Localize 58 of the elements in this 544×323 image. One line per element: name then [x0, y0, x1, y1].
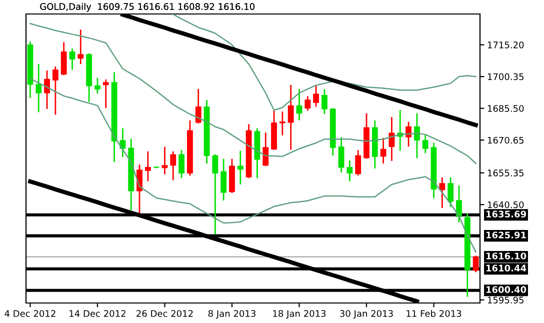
x-tick-label: 30 Jan 2013: [340, 310, 393, 319]
candlestick: [448, 176, 454, 208]
ref-line-label: 1625.91: [486, 232, 526, 238]
candlestick: [136, 164, 142, 215]
candlestick: [472, 255, 479, 273]
candlestick: [220, 158, 227, 202]
ref-line-label: 1600.40: [486, 286, 526, 293]
y-tick-label: 1670.65: [488, 136, 524, 144]
candlestick: [78, 28, 84, 65]
candlestick: [313, 84, 320, 108]
candlestick: [296, 88, 302, 122]
ref-line-label: 1616.10: [486, 252, 526, 260]
y-tick-label: 1715.20: [488, 42, 524, 48]
candlestick: [422, 134, 428, 154]
x-tick-label: 8 Jan 2013: [208, 310, 256, 319]
candlestick: [355, 149, 362, 176]
candlestick: [456, 184, 462, 224]
y-tick-label: 1685.50: [488, 105, 524, 112]
y-tick-label: 1595.95: [488, 296, 524, 304]
x-tick-label: 11 Feb 2013: [406, 310, 462, 317]
candlestick: [406, 121, 412, 148]
x-tick-label: 18 Jan 2013: [273, 310, 326, 319]
x-tick-label: 14 Dec 2012: [70, 310, 126, 317]
y-tick-label: 1640.50: [488, 201, 524, 208]
candlestick: [44, 70, 50, 110]
candlestick: [237, 150, 244, 186]
candlestick: [69, 48, 76, 71]
x-tick-label: 26 Dec 2012: [136, 310, 193, 317]
candlestick: [52, 66, 58, 116]
y-tick-label: 1655.35: [488, 170, 524, 176]
candlestick: [178, 149, 184, 179]
candlestick: [60, 42, 67, 76]
candlestick: [346, 160, 353, 182]
candlestick: [380, 137, 386, 164]
y-tick-label: 1700.35: [488, 73, 524, 80]
candlestick: [102, 78, 109, 109]
candlestick: [338, 136, 344, 174]
candlestick: [120, 128, 126, 158]
ref-line-label: 1635.69: [486, 210, 526, 218]
candlestick: [262, 132, 269, 167]
candlestick: [36, 63, 42, 113]
candlestick: [439, 176, 446, 209]
line-series: [30, 78, 476, 252]
candlestick: [212, 154, 218, 236]
candlestick: [279, 110, 286, 136]
candlestick: [195, 88, 202, 124]
chart-title: GOLD,Daily 1609.75 1616.61 1608.92 1616.10: [40, 2, 254, 12]
candlestick: [288, 84, 294, 151]
candlestick: [170, 150, 176, 181]
candlestick: [94, 77, 100, 94]
x-tick-label: 4 Dec 2012: [4, 310, 56, 317]
candlestick: [144, 150, 151, 182]
line-series: [172, 14, 476, 111]
candlestick: [322, 88, 328, 115]
ref-line-label: 1610.44: [486, 264, 526, 272]
candlestick: [304, 95, 311, 112]
candlestick: [414, 112, 420, 159]
candlestick: [162, 146, 168, 175]
